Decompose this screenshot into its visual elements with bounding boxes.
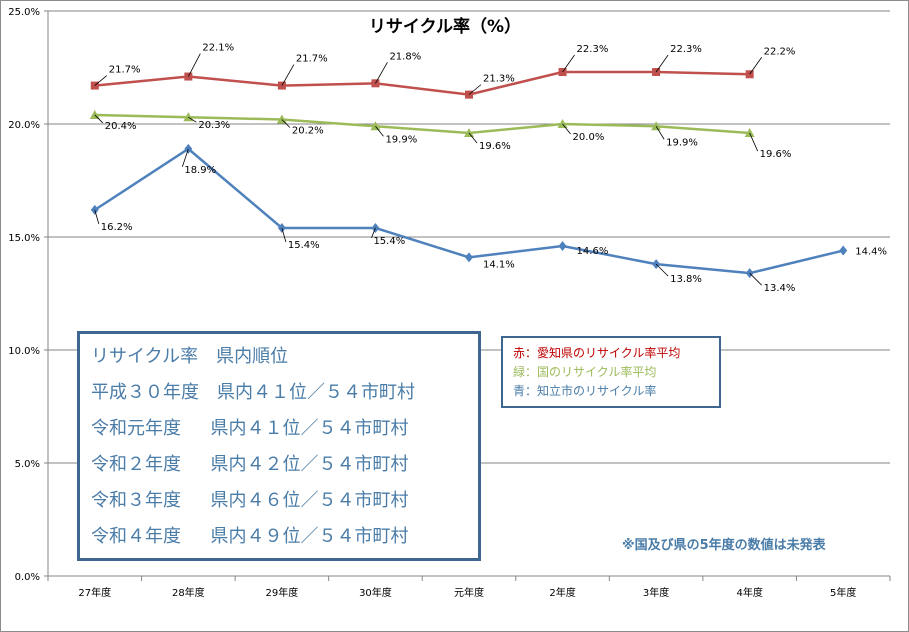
leader-line (749, 272, 762, 286)
red-data-label: 22.2% (764, 46, 796, 57)
chart-title: リサイクル率（%） (369, 16, 521, 37)
green-data-label: 19.9% (385, 134, 417, 145)
x-tick-label: 3年度 (643, 586, 669, 599)
y-tick-label: 25.0% (8, 7, 40, 18)
x-tick-label: 27年度 (78, 586, 111, 599)
blue-data-label: 15.4% (373, 236, 405, 247)
green-point (651, 121, 662, 131)
ranking-row: 令和２年度 県内４２位／５４市町村 (91, 454, 409, 475)
red-data-label: 22.1% (202, 43, 234, 54)
red-data-label: 21.8% (389, 51, 421, 62)
x-tick-label: 28年度 (172, 586, 205, 599)
legend-item-red: 赤：愛知県のリサイクル率平均 (513, 346, 681, 360)
green-data-label: 19.6% (479, 141, 511, 152)
leader-line (655, 54, 669, 73)
leader-line (375, 126, 384, 137)
leader-line (188, 116, 197, 123)
leader-line (371, 227, 376, 239)
x-tick-label: 5年度 (830, 586, 856, 599)
leader-line (181, 148, 189, 167)
y-tick-label: 20.0% (8, 120, 40, 131)
red-data-label: 22.3% (577, 44, 609, 55)
blue-data-label: 14.4% (855, 247, 887, 258)
red-data-label: 21.3% (483, 74, 515, 85)
leader-line (468, 84, 482, 95)
green-point (744, 128, 755, 138)
legend-item-green: 緑：国のリサイクル率平均 (513, 365, 657, 379)
blue-point (839, 245, 848, 256)
green-point (276, 114, 287, 124)
blue-point (465, 252, 473, 263)
green-point (370, 121, 381, 131)
green-data-label: 20.4% (105, 121, 137, 132)
green-series-line (94, 113, 750, 135)
leader-line (655, 126, 665, 140)
blue-data-label: 14.1% (483, 259, 515, 270)
ranking-row: 平成３０年度 県内４１位／５４市町村 (91, 382, 415, 403)
y-tick-label: 15.0% (8, 233, 40, 244)
legend-box: 赤：愛知県のリサイクル率平均 緑：国のリサイクル率平均 青：知立市のリサイクル率 (501, 336, 721, 408)
leader-line (281, 227, 287, 243)
green-data-label: 20.3% (198, 120, 230, 131)
leader-line (749, 132, 759, 152)
leader-line (94, 209, 100, 224)
blue-data-label: 13.8% (670, 274, 702, 285)
red-data-label: 21.7% (109, 65, 141, 76)
blue-data-label: 18.9% (184, 165, 216, 176)
blue-data-label: 13.4% (764, 283, 796, 294)
leader-line (562, 54, 575, 73)
blue-point (558, 241, 567, 252)
leader-line (655, 263, 669, 277)
red-data-label: 22.3% (670, 44, 702, 55)
green-data-label: 20.2% (292, 125, 324, 136)
green-point (557, 119, 568, 128)
ranking-header: リサイクル率 県内順位 (91, 346, 289, 367)
leader-line (562, 123, 571, 135)
y-tick-label: 10.0% (8, 346, 40, 357)
green-data-label: 19.6% (760, 149, 792, 160)
footnote: ※国及び県の5年度の数値は未発表 (622, 538, 826, 553)
green-point (89, 109, 100, 119)
x-tick-label: 2年度 (549, 586, 575, 599)
ranking-row: 令和元年度 県内４１位／５４市町村 (91, 418, 409, 439)
y-tick-label: 0.0% (15, 572, 40, 583)
blue-data-label: 15.4% (288, 240, 320, 251)
leader-line (468, 132, 478, 144)
ranking-row: 令和３年度 県内４６位／５４市町村 (91, 490, 409, 511)
leader-line (94, 114, 104, 124)
leader-line (749, 57, 762, 75)
leader-line (187, 53, 201, 77)
blue-data-label: 16.2% (101, 222, 133, 233)
green-point (464, 128, 474, 138)
x-tick-label: 29年度 (266, 586, 299, 599)
y-tick-label: 5.0% (15, 459, 40, 470)
red-data-label: 21.7% (296, 54, 328, 65)
x-tick-label: 4年度 (736, 586, 762, 599)
x-tick-label: 30年度 (359, 586, 392, 599)
leader-line (281, 119, 291, 128)
x-tick-label: 元年度 (454, 586, 484, 599)
leader-line (94, 75, 108, 86)
leader-line (281, 64, 295, 86)
red-series-line (94, 70, 750, 96)
green-data-label: 19.9% (666, 137, 698, 148)
blue-data-label: 14.6% (577, 246, 609, 257)
legend-item-blue: 青：知立市のリサイクル率 (513, 384, 657, 398)
ranking-row: 令和４年度 県内４９位／５４市町村 (91, 526, 409, 547)
ranking-box: リサイクル率 県内順位 平成３０年度 県内４１位／５４市町村 令和元年度 県内４… (77, 331, 481, 561)
green-data-label: 20.0% (573, 132, 605, 143)
leader-line (375, 62, 388, 84)
